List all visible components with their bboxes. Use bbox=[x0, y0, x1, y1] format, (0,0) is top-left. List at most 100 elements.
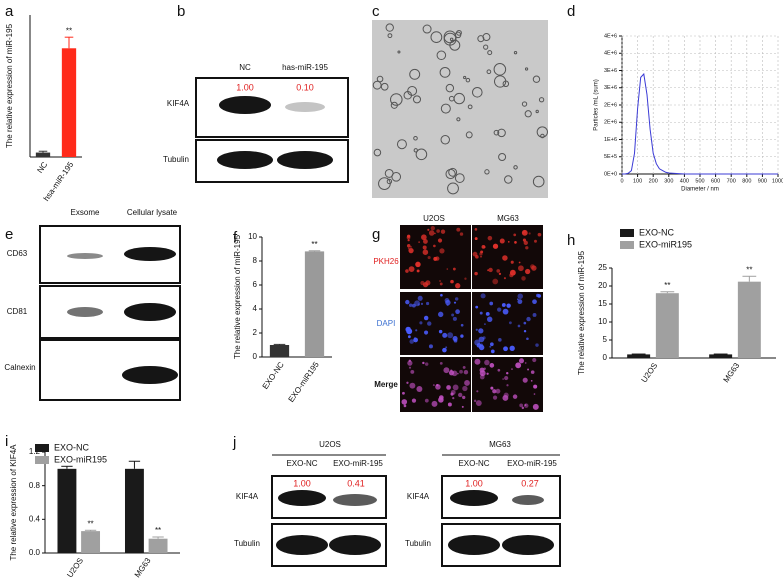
band bbox=[512, 495, 544, 505]
signal bbox=[442, 332, 448, 338]
signal bbox=[528, 232, 531, 235]
y-tick-label: 5E+5 bbox=[604, 154, 617, 160]
y-tick-label: 4E+6 bbox=[604, 51, 617, 57]
y-tick-label: 0 bbox=[253, 352, 258, 361]
y-tick-label: 1.2 bbox=[29, 447, 41, 456]
signal bbox=[508, 321, 512, 325]
signal bbox=[422, 245, 427, 250]
bar bbox=[35, 152, 51, 157]
signal bbox=[423, 239, 428, 244]
bar bbox=[124, 468, 144, 553]
signal bbox=[523, 240, 528, 245]
signal bbox=[496, 269, 501, 273]
y-tick-label: 25 bbox=[598, 263, 607, 272]
bar bbox=[709, 354, 733, 358]
signal bbox=[407, 247, 410, 250]
x-tick-label: 1000 bbox=[772, 178, 783, 184]
significance: ** bbox=[87, 519, 93, 528]
column-label: EXO-NC bbox=[286, 459, 317, 468]
column-label: Cellular lysate bbox=[127, 208, 178, 217]
panel-letter: h bbox=[567, 232, 575, 249]
legend-swatch bbox=[35, 444, 49, 452]
signal bbox=[526, 337, 529, 341]
particle bbox=[465, 77, 471, 83]
particle bbox=[415, 148, 428, 161]
signal bbox=[489, 345, 492, 348]
signal bbox=[484, 359, 490, 366]
signal bbox=[419, 321, 423, 325]
signal bbox=[533, 393, 536, 395]
y-axis-label: The relative expression of miR-195 bbox=[577, 250, 586, 375]
y-tick-label: 10 bbox=[598, 317, 607, 326]
signal bbox=[413, 337, 418, 343]
signal bbox=[452, 396, 455, 400]
column-label: EXO-miR-195 bbox=[507, 459, 557, 468]
signal bbox=[497, 307, 502, 312]
signal bbox=[439, 280, 441, 282]
signal bbox=[522, 377, 528, 383]
signal bbox=[489, 301, 494, 306]
signal bbox=[452, 384, 459, 391]
particle bbox=[396, 139, 407, 150]
y-tick-label: 0.8 bbox=[29, 481, 41, 490]
signal bbox=[474, 358, 481, 365]
signal bbox=[439, 248, 445, 254]
signal bbox=[526, 316, 531, 322]
significance: ** bbox=[664, 281, 670, 290]
quantification: 1.00 bbox=[236, 82, 254, 92]
signal bbox=[492, 389, 497, 394]
signal bbox=[411, 303, 416, 308]
panel-letter: f bbox=[233, 229, 238, 246]
signal bbox=[503, 392, 509, 398]
signal bbox=[532, 357, 537, 363]
particle bbox=[493, 63, 507, 76]
signal bbox=[480, 293, 486, 299]
signal bbox=[430, 226, 435, 231]
particle bbox=[443, 30, 457, 44]
x-tick-label: MG63 bbox=[133, 556, 153, 579]
signal bbox=[452, 267, 456, 271]
signal bbox=[534, 239, 537, 243]
quantification: 1.00 bbox=[293, 478, 311, 488]
y-tick-label: 8 bbox=[253, 256, 258, 265]
signal bbox=[521, 276, 526, 281]
signal bbox=[497, 368, 501, 372]
tem-particles bbox=[372, 23, 548, 195]
signal bbox=[432, 384, 435, 387]
signal bbox=[527, 368, 530, 371]
signal bbox=[450, 279, 454, 284]
signal bbox=[532, 403, 539, 410]
particle bbox=[430, 31, 443, 44]
signal bbox=[424, 362, 429, 366]
signal bbox=[486, 372, 489, 375]
signal bbox=[460, 323, 464, 327]
quantification: 1.00 bbox=[465, 478, 483, 488]
y-tick-label: 5 bbox=[603, 335, 608, 344]
x-tick-label: MG63 bbox=[721, 361, 741, 384]
particle bbox=[472, 87, 483, 98]
band bbox=[217, 151, 273, 169]
band bbox=[67, 253, 103, 259]
band bbox=[124, 247, 176, 261]
signal bbox=[487, 235, 493, 241]
signal bbox=[403, 404, 407, 408]
x-tick-label: 800 bbox=[742, 178, 751, 184]
particle bbox=[487, 50, 493, 56]
bar bbox=[57, 468, 77, 553]
signal bbox=[509, 345, 515, 351]
signal bbox=[446, 385, 451, 390]
signal bbox=[475, 328, 478, 331]
signal bbox=[486, 316, 493, 322]
signal bbox=[507, 241, 510, 243]
signal bbox=[484, 323, 486, 325]
particle bbox=[372, 80, 382, 90]
signal bbox=[509, 273, 514, 278]
signal bbox=[406, 328, 413, 335]
signal bbox=[525, 246, 529, 250]
column-label: U2OS bbox=[423, 214, 445, 223]
signal bbox=[503, 277, 506, 280]
signal bbox=[475, 255, 479, 259]
legend-label: EXO-miR195 bbox=[639, 239, 692, 249]
signal bbox=[474, 271, 478, 276]
signal bbox=[408, 303, 413, 307]
